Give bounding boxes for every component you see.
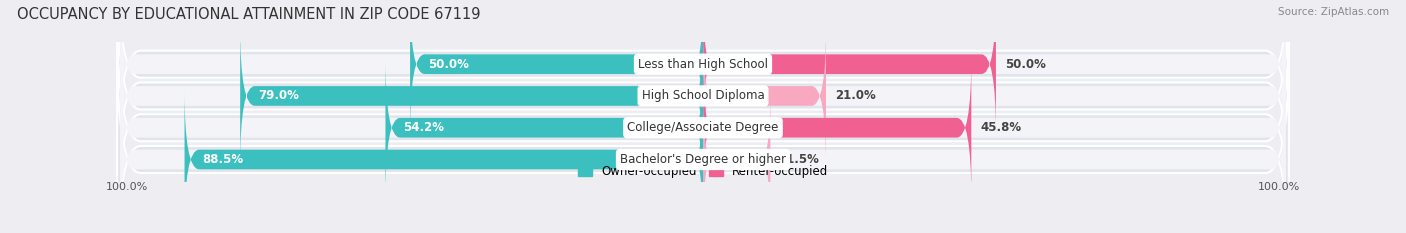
Text: 54.2%: 54.2% <box>404 121 444 134</box>
FancyBboxPatch shape <box>703 90 770 229</box>
Text: College/Associate Degree: College/Associate Degree <box>627 121 779 134</box>
Text: 100.0%: 100.0% <box>1258 182 1301 192</box>
FancyBboxPatch shape <box>117 0 1289 178</box>
Text: OCCUPANCY BY EDUCATIONAL ATTAINMENT IN ZIP CODE 67119: OCCUPANCY BY EDUCATIONAL ATTAINMENT IN Z… <box>17 7 481 22</box>
FancyBboxPatch shape <box>117 14 1289 233</box>
Text: Bachelor's Degree or higher: Bachelor's Degree or higher <box>620 153 786 166</box>
FancyBboxPatch shape <box>703 0 1286 134</box>
FancyBboxPatch shape <box>184 90 703 229</box>
FancyBboxPatch shape <box>703 26 1286 165</box>
FancyBboxPatch shape <box>120 26 703 165</box>
FancyBboxPatch shape <box>120 90 703 229</box>
FancyBboxPatch shape <box>117 46 1289 233</box>
Text: 88.5%: 88.5% <box>202 153 243 166</box>
FancyBboxPatch shape <box>117 0 1289 209</box>
FancyBboxPatch shape <box>120 0 703 134</box>
Legend: Owner-occupied, Renter-occupied: Owner-occupied, Renter-occupied <box>572 160 834 183</box>
Text: High School Diploma: High School Diploma <box>641 89 765 103</box>
FancyBboxPatch shape <box>411 0 703 134</box>
Text: 50.0%: 50.0% <box>1005 58 1046 71</box>
Text: 100.0%: 100.0% <box>105 182 148 192</box>
FancyBboxPatch shape <box>703 0 995 134</box>
FancyBboxPatch shape <box>385 58 703 197</box>
FancyBboxPatch shape <box>703 58 972 197</box>
Text: 50.0%: 50.0% <box>427 58 468 71</box>
Text: Less than High School: Less than High School <box>638 58 768 71</box>
Text: 79.0%: 79.0% <box>257 89 298 103</box>
Text: 11.5%: 11.5% <box>779 153 820 166</box>
FancyBboxPatch shape <box>703 26 827 165</box>
Text: 45.8%: 45.8% <box>980 121 1021 134</box>
Text: Source: ZipAtlas.com: Source: ZipAtlas.com <box>1278 7 1389 17</box>
Text: 21.0%: 21.0% <box>835 89 876 103</box>
FancyBboxPatch shape <box>703 58 1286 197</box>
FancyBboxPatch shape <box>120 58 703 197</box>
FancyBboxPatch shape <box>240 26 703 165</box>
FancyBboxPatch shape <box>703 90 1286 229</box>
